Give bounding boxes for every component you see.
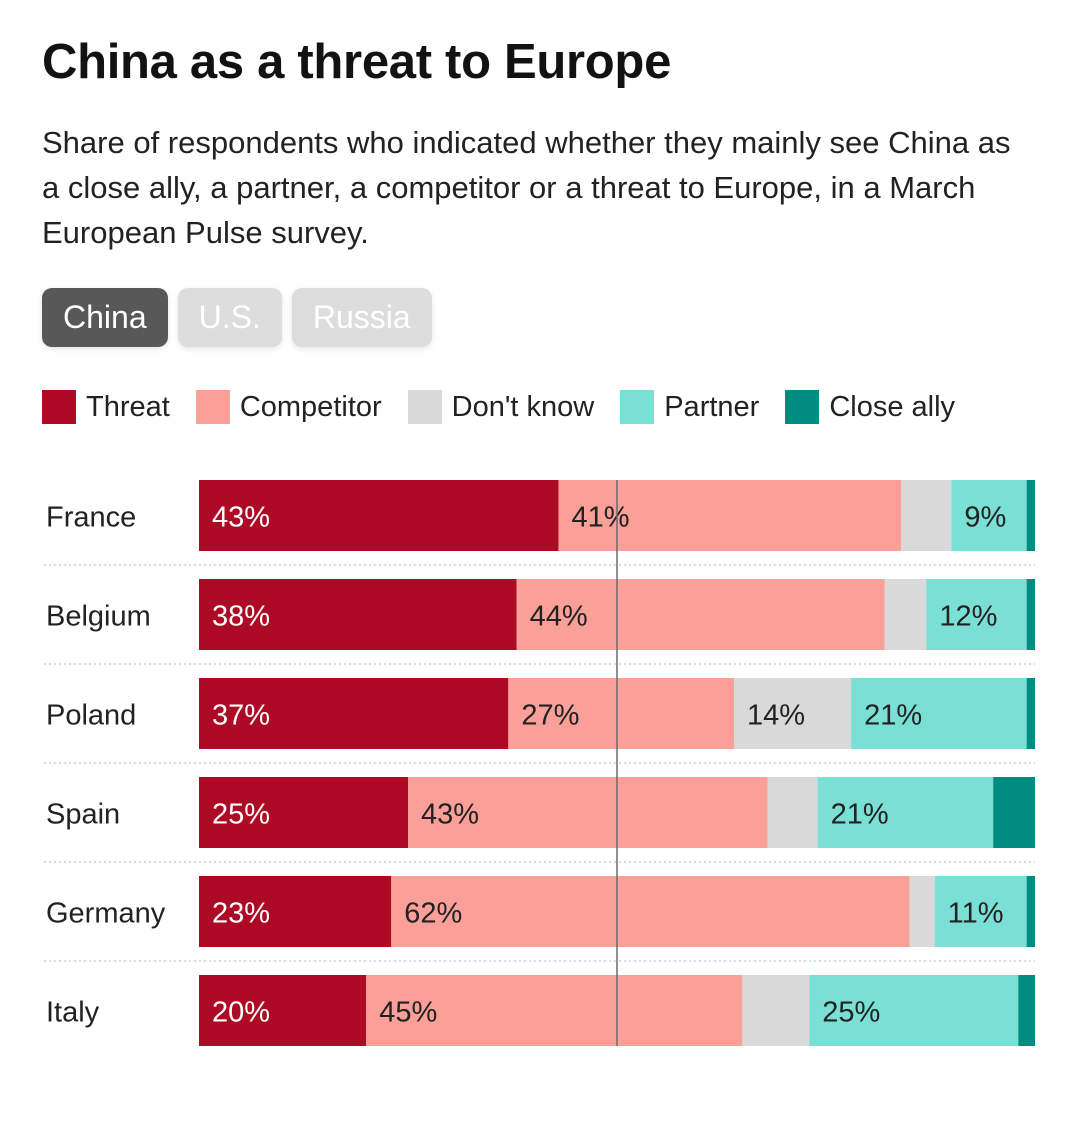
data-label-poland-competitor: 27% [521,700,579,732]
data-label-france-threat: 43% [212,502,270,534]
bar-germany-close-ally [1026,876,1035,947]
bar-italy-competitor [366,975,743,1046]
country-tabs: China U.S. Russia [42,288,432,347]
bar-belgium-partner [926,579,1027,650]
legend-label-threat: Threat [86,390,170,423]
bar-spain-don-t-know [767,777,818,848]
legend-item-dont-know: Don't know [407,390,595,424]
data-label-spain-threat: 25% [212,799,270,831]
bar-france-competitor [558,480,902,551]
bar-belgium-close-ally [1026,579,1035,650]
data-label-spain-competitor: 43% [421,799,479,831]
bar-poland-don-t-know [734,678,852,749]
data-label-france-partner: 9% [964,502,1006,534]
data-label-poland-partner: 21% [864,700,922,732]
legend-swatch-dont-know [407,390,442,424]
category-label-germany: Germany [46,898,166,930]
data-label-germany-partner: 11% [948,898,1004,930]
data-label-poland-don-t-know: 14% [747,700,805,732]
category-label-spain: Spain [46,799,120,831]
data-label-italy-competitor: 45% [379,997,437,1029]
bar-belgium-threat [199,579,517,650]
legend-item-competitor: Competitor [195,390,382,424]
bar-france-partner [951,480,1027,551]
legend-label-close-ally: Close ally [829,390,956,423]
data-label-germany-competitor: 62% [404,898,462,930]
bar-germany-threat [199,876,392,947]
legend-label-competitor: Competitor [239,390,382,423]
legend: Threat Competitor Don't know Partner Clo… [42,390,981,424]
bar-italy-close-ally [1018,975,1035,1046]
bar-poland-threat [199,678,509,749]
legend-swatch-partner [620,390,655,424]
category-label-france: France [46,502,136,534]
bar-poland-competitor [508,678,735,749]
bar-spain-partner [817,777,994,848]
data-label-belgium-threat: 38% [212,601,270,633]
tab-china[interactable]: China [42,288,168,347]
bar-italy-threat [199,975,367,1046]
chart-subtitle: Share of respondents who indicated wheth… [42,125,1011,250]
data-label-italy-partner: 25% [822,997,880,1029]
data-label-belgium-partner: 12% [939,601,997,633]
bar-italy-don-t-know [742,975,810,1046]
bar-poland-close-ally [1026,678,1035,749]
legend-swatch-close-ally [785,390,820,424]
data-label-italy-threat: 20% [212,997,270,1029]
legend-item-partner: Partner [620,390,759,424]
category-label-belgium: Belgium [46,601,151,633]
tab-us[interactable]: U.S. [177,288,282,347]
legend-label-dont-know: Don't know [451,390,595,423]
bar-spain-threat [199,777,408,848]
data-label-germany-threat: 23% [212,898,270,930]
tab-russia[interactable]: Russia [291,288,432,347]
bar-france-close-ally [1026,480,1035,551]
bar-germany-competitor [391,876,910,947]
legend-item-threat: Threat [42,390,170,424]
stacked-bar-chart: France 43% 41% 9% Belgium 38% 44% 12% Poland 37% 2… [44,480,1035,1046]
data-label-belgium-competitor: 44% [530,601,588,633]
category-label-italy: Italy [46,997,100,1029]
bar-germany-partner [934,876,1027,947]
bar-italy-partner [809,975,1019,1046]
bar-france-threat [199,480,559,551]
data-label-france-competitor: 41% [571,502,629,534]
bar-france-don-t-know [901,480,952,551]
legend-item-close-ally: Close ally [785,390,955,424]
bar-germany-don-t-know [909,876,935,947]
legend-label-partner: Partner [664,390,760,423]
category-label-poland: Poland [46,700,136,732]
bar-spain-competitor [408,777,768,848]
bar-spain-close-ally [993,777,1035,848]
data-label-poland-threat: 37% [212,700,270,732]
legend-swatch-competitor [195,390,230,424]
legend-swatch-threat [42,390,76,424]
bar-poland-partner [851,678,1027,749]
data-label-spain-partner: 21% [831,799,889,831]
bar-belgium-competitor [516,579,885,650]
bar-belgium-don-t-know [884,579,927,650]
chart-title: China as a threat to Europe [42,35,672,89]
